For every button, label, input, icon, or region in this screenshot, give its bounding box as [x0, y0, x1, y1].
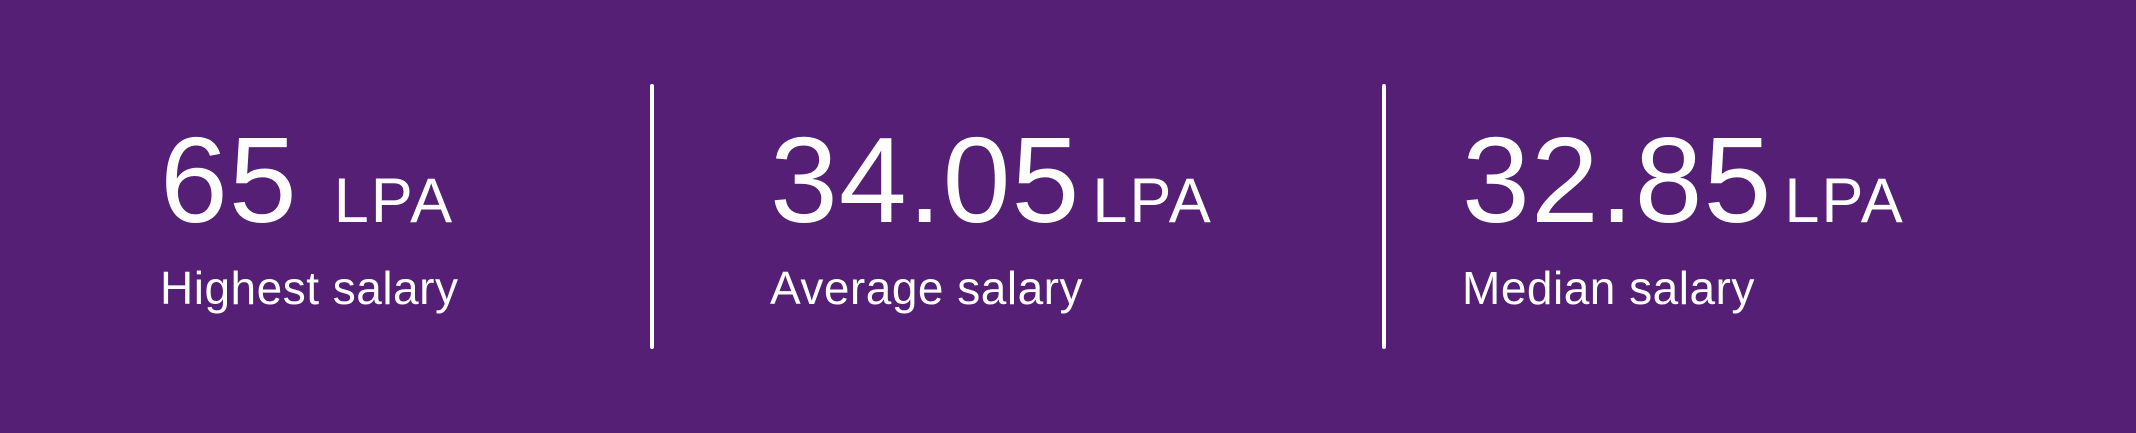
stat-unit: LPA	[333, 165, 455, 236]
stat-label: Average salary	[770, 261, 1083, 314]
stat-value: 34.05	[770, 111, 1081, 248]
stat-unit: LPA	[1784, 165, 1905, 236]
stat-value-row: 34.05 LPA	[770, 119, 1382, 241]
stat-average-salary: 34.05 LPA Average salary	[654, 119, 1382, 315]
stat-value: 65	[160, 111, 298, 248]
stat-label: Highest salary	[160, 261, 459, 314]
stat-value-row: 65 LPA	[160, 119, 650, 241]
stat-value-row: 32.85 LPA	[1462, 119, 2136, 241]
stat-label: Median salary	[1462, 261, 1755, 314]
stat-unit: LPA	[1092, 165, 1213, 236]
vertical-divider	[650, 84, 654, 349]
stat-highest-salary: 65 LPA Highest salary	[0, 119, 650, 315]
stat-median-salary: 32.85 LPA Median salary	[1386, 119, 2136, 315]
vertical-divider	[1382, 84, 1386, 349]
stat-value: 32.85	[1462, 111, 1773, 248]
